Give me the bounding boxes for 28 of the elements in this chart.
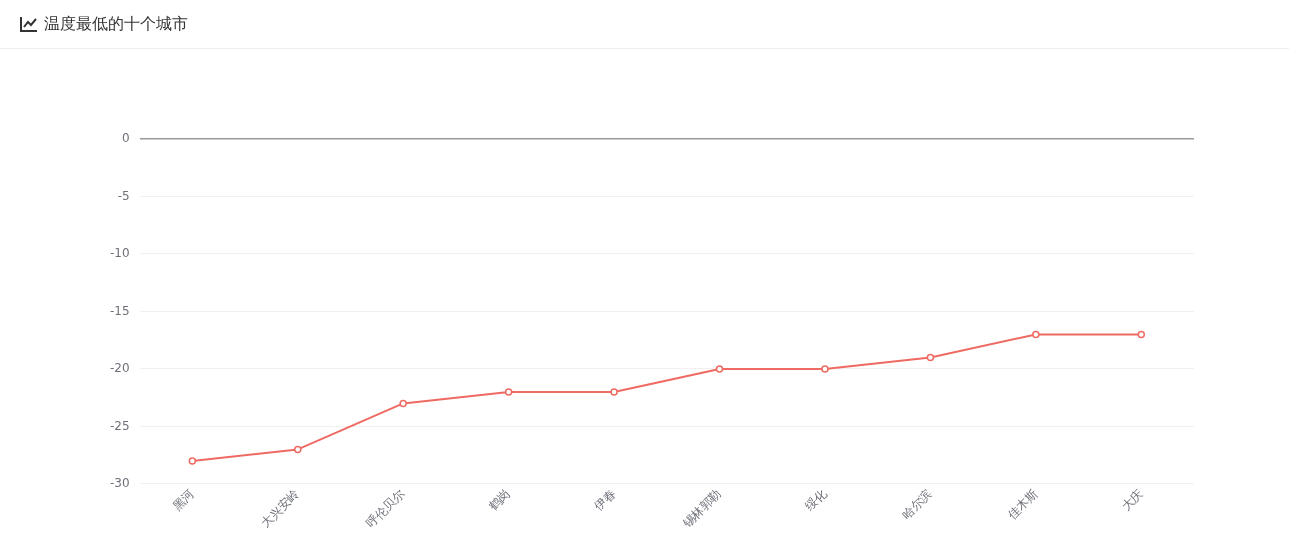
x-tick-label: 大庆 [1118,486,1146,514]
y-tick-label: 0 [121,131,130,146]
point [399,399,407,408]
x-tick-label: 伊春 [591,486,619,514]
point [926,353,935,362]
point [1032,330,1040,339]
point [821,365,829,373]
x-tick-label: 鹤岗 [486,486,513,514]
x-tick-label: 大兴安岭 [258,486,303,531]
x-tick-label: 黑河 [169,486,197,514]
point [294,445,302,454]
y-tick-label: -15 [109,303,130,318]
y-tick-label: -10 [109,246,130,261]
x-tick-label: 锡林郭勒 [679,486,724,531]
y-tick-label: -5 [117,188,130,203]
y-tick-label: -30 [109,476,130,490]
x-tick-label: 佳木斯 [1004,486,1041,522]
x-tick-label: 呼伦贝尔 [363,486,408,531]
point [504,388,513,396]
y-tick-label: -20 [109,361,130,376]
x-tick-label: 哈尔滨 [899,486,935,522]
chart-title: 温度最低的十个城市 [44,13,188,35]
point [188,457,197,465]
point [715,365,724,373]
point [610,388,618,396]
y-tick-label: -25 [109,418,130,433]
point [1137,330,1146,339]
x-tick-label: 绥化 [802,486,830,514]
